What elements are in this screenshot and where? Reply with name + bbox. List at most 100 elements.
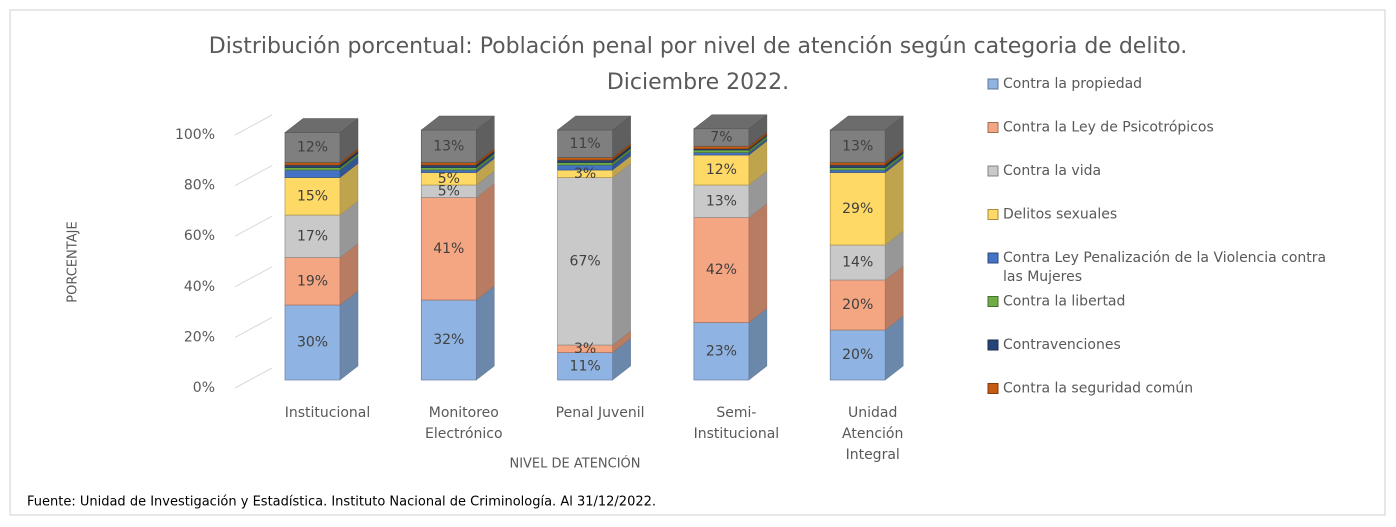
data-label: 13% — [842, 138, 873, 154]
bar-segment — [829, 172, 886, 246]
bar-segment — [284, 177, 341, 216]
legend-label: Contra la seguridad común — [1003, 381, 1193, 397]
legend-label: Contra Ley Penalización de la Violencia … — [1003, 250, 1326, 285]
bar-segment — [420, 167, 477, 171]
bar-segment — [693, 149, 750, 153]
bar-segment — [557, 157, 613, 161]
bar-segment — [829, 129, 886, 163]
legend-swatch — [987, 209, 999, 220]
bar-segment — [829, 279, 886, 331]
bar-side — [748, 202, 768, 324]
bar-segment — [420, 299, 477, 381]
data-label: 13% — [433, 138, 464, 154]
grid-line — [234, 215, 273, 237]
legend-label: Contra la propiedad — [1003, 76, 1142, 92]
data-label: 11% — [570, 358, 601, 374]
source-note: Fuente: Unidad de Investigación y Estadí… — [27, 495, 656, 510]
data-label: 13% — [706, 193, 737, 209]
bar-top — [829, 115, 904, 131]
bar-segment — [829, 169, 886, 173]
bar-segment — [693, 217, 750, 323]
bar-segment — [420, 197, 477, 301]
grid-line — [234, 367, 273, 389]
bar-side — [476, 285, 495, 381]
grid-line — [234, 316, 273, 338]
bar-top — [284, 118, 359, 133]
grid-line — [234, 114, 273, 136]
bar-segment — [557, 352, 613, 381]
grid-line — [234, 165, 273, 187]
data-label: 14% — [842, 255, 873, 271]
data-label: 19% — [297, 273, 328, 289]
bar-segment — [557, 162, 613, 166]
bar-segment — [829, 164, 886, 168]
bar-side — [339, 290, 359, 381]
legend-swatch — [987, 383, 999, 394]
x-tick-label: Unidad Atención Integral — [842, 405, 903, 463]
bar-segment — [557, 129, 613, 158]
grid-line — [234, 266, 273, 288]
y-tick-label: 80% — [184, 178, 215, 194]
bar-segment — [693, 154, 750, 186]
bar-segment — [284, 162, 341, 166]
data-label: 17% — [297, 228, 328, 244]
x-tick-label: Monitoreo Electrónico — [425, 405, 503, 442]
data-label: 20% — [842, 297, 873, 313]
bar-segment — [557, 177, 613, 346]
data-label: 15% — [297, 188, 328, 204]
bar-segment — [693, 322, 750, 381]
legend-label: Contra la Ley de Psicotrópicos — [1003, 120, 1214, 136]
data-label: 5% — [438, 183, 460, 199]
data-label: 41% — [433, 241, 464, 257]
data-label: 12% — [297, 140, 328, 156]
x-axis-label: NIVEL DE ATENCIÓN — [509, 456, 640, 472]
data-label: 32% — [433, 332, 464, 348]
legend-swatch — [987, 339, 999, 351]
bar-segment — [693, 145, 750, 150]
bar-segment — [829, 329, 886, 381]
legend-label: Contravenciones — [1003, 337, 1121, 353]
data-label: 30% — [297, 335, 328, 351]
data-label: 23% — [706, 343, 737, 359]
bar-segment — [829, 167, 886, 171]
legend-swatch — [987, 296, 999, 307]
bar-segment — [284, 257, 341, 306]
bar-segment — [284, 214, 341, 258]
bar-side — [612, 162, 631, 346]
x-tick-label: Institucional — [285, 405, 371, 421]
x-tick-label: Penal Juvenil — [556, 405, 645, 421]
bar-side — [884, 157, 904, 246]
bar-top — [556, 115, 632, 131]
legend-swatch — [987, 165, 999, 177]
legend-swatch — [987, 252, 999, 264]
data-label: 7% — [710, 130, 732, 146]
y-tick-label: 100% — [175, 127, 215, 143]
y-tick-label: 60% — [184, 228, 215, 244]
bar-top — [420, 115, 496, 131]
y-tick-label: 40% — [184, 279, 215, 295]
data-label: 12% — [706, 162, 737, 178]
bar-segment — [284, 167, 341, 171]
bar-segment — [420, 162, 477, 166]
legend-label: Delitos sexuales — [1003, 207, 1117, 223]
legend-label: Contra la libertad — [1003, 294, 1125, 310]
chart-title: Distribución porcentual: Población penal… — [209, 34, 1187, 95]
bar-segment — [693, 152, 750, 156]
y-tick-label: 20% — [184, 329, 215, 345]
legend-swatch — [987, 78, 999, 90]
bar-side — [476, 182, 495, 301]
data-label: 67% — [570, 253, 601, 269]
bar-segment — [420, 164, 477, 168]
bar-segment — [829, 162, 886, 166]
data-label: 29% — [842, 201, 873, 217]
bar-top — [693, 114, 768, 129]
legend-swatch — [987, 122, 999, 133]
y-tick-label: 0% — [193, 380, 215, 396]
data-label: 5% — [438, 171, 460, 187]
data-label: 20% — [842, 347, 873, 363]
data-label: 42% — [706, 262, 737, 278]
x-tick-label: Semi-Institucional — [694, 405, 780, 442]
legend-label: Contra la vida — [1003, 163, 1101, 179]
